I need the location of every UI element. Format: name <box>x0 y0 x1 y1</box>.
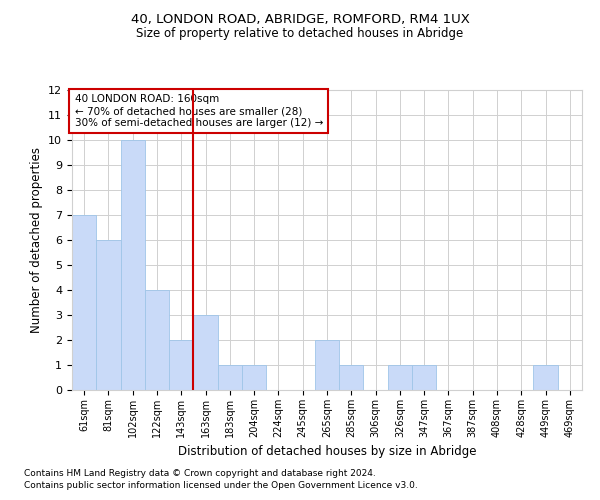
Y-axis label: Number of detached properties: Number of detached properties <box>29 147 43 333</box>
Text: 40, LONDON ROAD, ABRIDGE, ROMFORD, RM4 1UX: 40, LONDON ROAD, ABRIDGE, ROMFORD, RM4 1… <box>131 12 469 26</box>
Bar <box>339 365 364 390</box>
Bar <box>72 215 96 390</box>
Bar <box>218 365 242 390</box>
X-axis label: Distribution of detached houses by size in Abridge: Distribution of detached houses by size … <box>178 446 476 458</box>
Text: Contains HM Land Registry data © Crown copyright and database right 2024.: Contains HM Land Registry data © Crown c… <box>24 468 376 477</box>
Bar <box>169 340 193 390</box>
Bar <box>121 140 145 390</box>
Bar <box>412 365 436 390</box>
Bar <box>193 315 218 390</box>
Bar <box>388 365 412 390</box>
Text: 40 LONDON ROAD: 160sqm
← 70% of detached houses are smaller (28)
30% of semi-det: 40 LONDON ROAD: 160sqm ← 70% of detached… <box>74 94 323 128</box>
Text: Contains public sector information licensed under the Open Government Licence v3: Contains public sector information licen… <box>24 481 418 490</box>
Text: Size of property relative to detached houses in Abridge: Size of property relative to detached ho… <box>136 28 464 40</box>
Bar <box>242 365 266 390</box>
Bar <box>315 340 339 390</box>
Bar <box>145 290 169 390</box>
Bar <box>96 240 121 390</box>
Bar <box>533 365 558 390</box>
